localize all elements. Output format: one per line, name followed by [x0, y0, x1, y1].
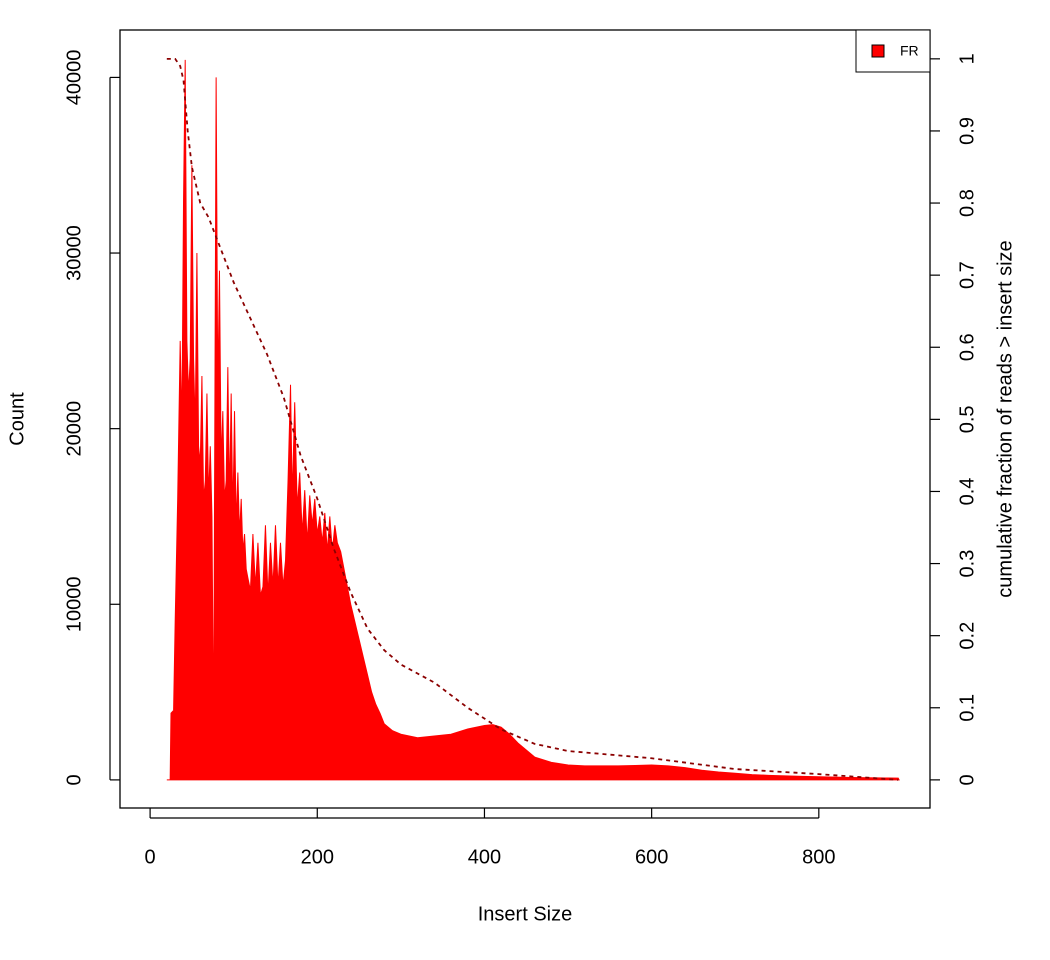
y2-tick-label: 0 — [956, 774, 978, 785]
y2-tick-label: 0.8 — [956, 189, 978, 217]
y-tick-label: 30000 — [63, 225, 85, 281]
x-tick-label: 0 — [145, 846, 156, 868]
legend-label: FR — [900, 43, 919, 59]
y2-tick-label: 0.2 — [956, 622, 978, 650]
x-tick-label: 800 — [802, 846, 835, 868]
y-tick-label: 40000 — [63, 50, 85, 106]
x-axis-label: Insert Size — [478, 903, 572, 925]
legend-swatch — [871, 44, 885, 58]
y2-tick-label: 0.5 — [956, 405, 978, 433]
y2-axis-label: cumulative fraction of reads > insert si… — [994, 240, 1016, 597]
cumulative-line — [166, 57, 899, 781]
y-tick-label: 20000 — [63, 401, 85, 457]
count-area — [166, 59, 900, 781]
y2-tick-label: 0.9 — [956, 117, 978, 145]
y2-tick-label: 0.3 — [956, 550, 978, 578]
y-tick-label: 10000 — [63, 576, 85, 632]
x-tick-label: 200 — [301, 846, 334, 868]
y2-tick-label: 0.7 — [956, 261, 978, 289]
x-tick-label: 600 — [635, 846, 668, 868]
x-tick-label: 400 — [468, 846, 501, 868]
y2-tick-label: 0.6 — [956, 333, 978, 361]
y-tick-label: 0 — [63, 774, 85, 785]
y-axis-label: Count — [6, 392, 28, 446]
y2-tick-label: 1 — [956, 53, 978, 64]
y2-tick-label: 0.4 — [956, 478, 978, 506]
legend-box — [855, 29, 931, 73]
y2-tick-label: 0.1 — [956, 694, 978, 722]
